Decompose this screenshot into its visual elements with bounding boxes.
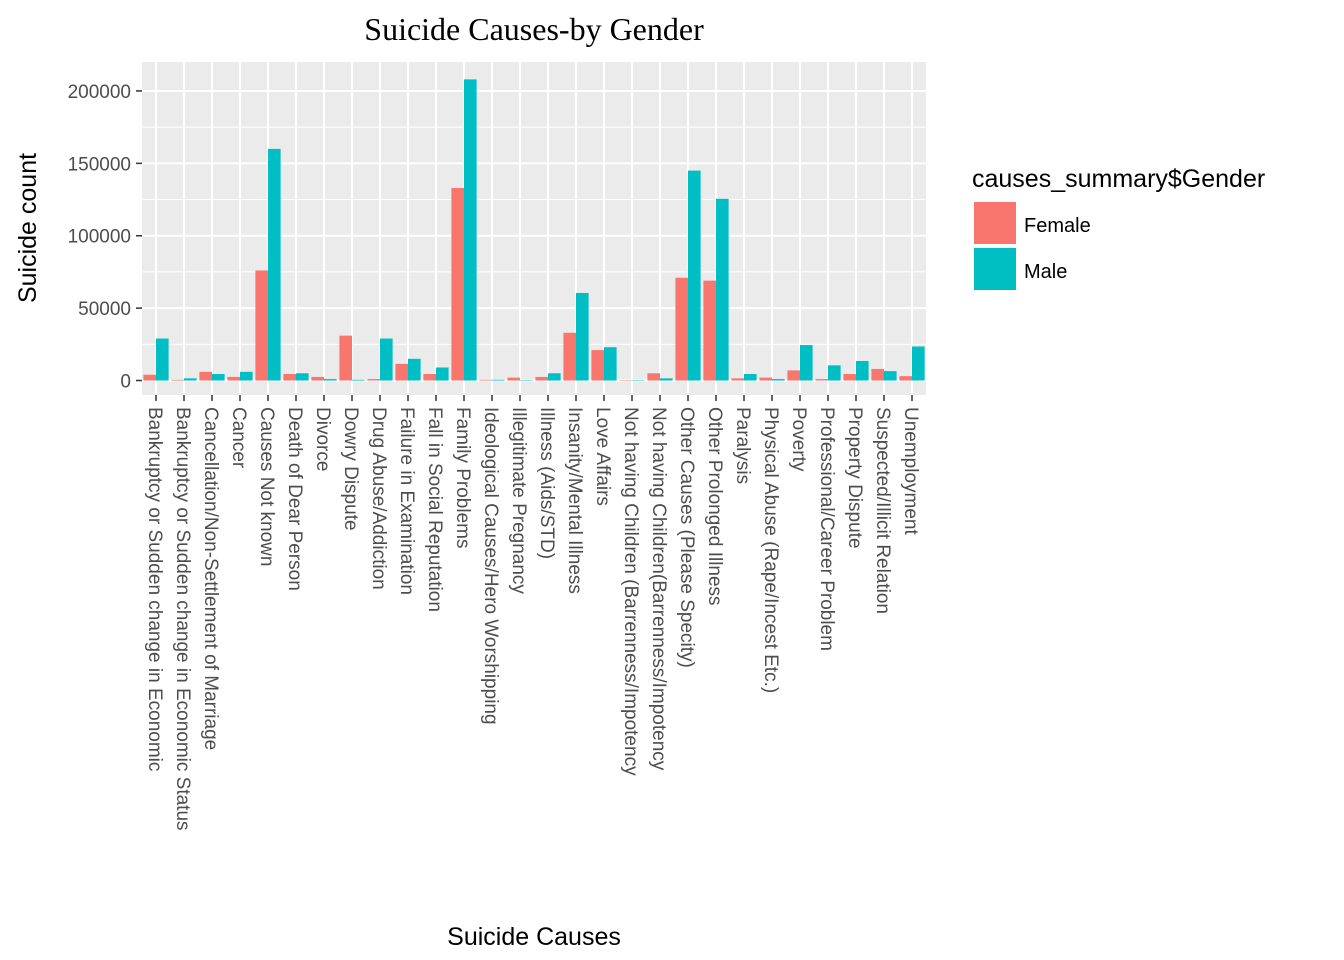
bar-male-2 bbox=[212, 374, 225, 381]
bar-male-3 bbox=[240, 371, 253, 381]
bar-female-4 bbox=[255, 270, 268, 381]
bar-female-21 bbox=[731, 378, 744, 381]
bar-female-18 bbox=[647, 373, 660, 381]
x-tick-label: Death of Dear Person bbox=[284, 407, 305, 591]
x-tick-label: Failure in Examination bbox=[396, 407, 417, 595]
legend-title: causes_summary$Gender bbox=[972, 165, 1265, 193]
bar-male-21 bbox=[744, 374, 757, 381]
x-tick-label: Cancellation/Non-Settlement of Marriage bbox=[200, 407, 221, 750]
x-tick-label: Poverty bbox=[788, 407, 809, 472]
x-tick-label: Paralysis bbox=[732, 407, 753, 484]
bar-female-22 bbox=[759, 377, 772, 381]
x-tick-label: Bankruptcy or Sudden change in Economic bbox=[144, 407, 165, 771]
x-tick-label: Love Affairs bbox=[592, 407, 613, 506]
legend: causes_summary$Gender Female Male bbox=[972, 165, 1265, 290]
bar-female-11 bbox=[451, 187, 464, 381]
bar-female-26 bbox=[871, 368, 884, 381]
bar-female-0 bbox=[143, 374, 156, 381]
x-tick-label: Divorce bbox=[312, 407, 333, 471]
bar-female-13 bbox=[507, 377, 520, 381]
x-tick-label: Not having Children (Barrenness/Impotenc… bbox=[620, 407, 641, 776]
bar-male-18 bbox=[660, 378, 673, 381]
x-tick-label: Fall in Social Reputation bbox=[424, 407, 445, 612]
bar-male-20 bbox=[716, 198, 729, 381]
y-axis-title: Suicide count bbox=[14, 153, 42, 303]
bar-male-12 bbox=[492, 379, 505, 381]
bar-male-0 bbox=[156, 338, 169, 381]
y-tick-label: 50000 bbox=[78, 299, 131, 320]
x-tick-label: Property Dispute bbox=[844, 407, 865, 549]
bar-male-16 bbox=[604, 347, 617, 381]
bar-female-14 bbox=[535, 376, 548, 381]
x-tick-label: Cancer bbox=[228, 407, 249, 469]
bar-male-10 bbox=[436, 367, 449, 381]
bar-male-15 bbox=[576, 292, 589, 381]
bar-female-5 bbox=[283, 374, 296, 381]
x-tick-label: Dowry Dispute bbox=[340, 407, 361, 531]
bar-male-19 bbox=[688, 170, 701, 381]
legend-label-female: Female bbox=[1024, 215, 1091, 237]
bar-male-11 bbox=[464, 79, 477, 381]
legend-key-female bbox=[974, 202, 1016, 244]
x-tick-label: Not having Children(Barrenness/Impotency bbox=[648, 407, 669, 771]
x-tick-label: Drug Abuse/Addiction bbox=[368, 407, 389, 590]
bar-male-24 bbox=[828, 365, 841, 381]
y-tick-label: 150000 bbox=[68, 154, 131, 175]
bar-female-9 bbox=[395, 363, 408, 381]
x-axis-title: Suicide Causes bbox=[447, 923, 621, 951]
bar-female-3 bbox=[227, 376, 240, 381]
bar-male-22 bbox=[772, 379, 785, 381]
bars bbox=[143, 79, 925, 381]
bar-female-10 bbox=[423, 374, 436, 381]
bar-female-19 bbox=[675, 277, 688, 381]
x-tick-label: Ideological Causes/Hero Worshipping bbox=[480, 407, 501, 725]
bar-male-25 bbox=[856, 360, 869, 381]
y-tick-label: 100000 bbox=[68, 227, 131, 248]
bar-male-4 bbox=[268, 148, 281, 381]
legend-label-male: Male bbox=[1024, 261, 1067, 283]
x-tick-label: Unemployment bbox=[900, 407, 921, 535]
bar-female-25 bbox=[843, 374, 856, 381]
bar-male-8 bbox=[380, 338, 393, 381]
x-tick-label: Causes Not known bbox=[256, 407, 277, 566]
bar-female-24 bbox=[815, 379, 828, 381]
x-tick-label: Professional/Career Problem bbox=[816, 407, 837, 651]
bar-female-15 bbox=[563, 332, 576, 381]
y-tick-label: 0 bbox=[120, 372, 131, 393]
bar-male-27 bbox=[912, 346, 925, 381]
bar-female-8 bbox=[367, 379, 380, 381]
bar-female-23 bbox=[787, 370, 800, 381]
bar-female-12 bbox=[479, 379, 492, 381]
bar-female-27 bbox=[899, 376, 912, 381]
chart-title: Suicide Causes-by Gender bbox=[364, 11, 704, 47]
y-axis: 0 50000 100000 150000 200000 bbox=[68, 82, 142, 393]
bar-male-1 bbox=[184, 378, 197, 381]
x-tick-label: Insanity/Mental Illness bbox=[564, 407, 585, 594]
bar-male-6 bbox=[324, 379, 337, 381]
x-tick-label: Physical Abuse (Rape/Incest Etc.) bbox=[760, 407, 781, 693]
bar-male-23 bbox=[800, 345, 813, 381]
x-tick-label: Family Problems bbox=[452, 407, 473, 548]
bar-female-7 bbox=[339, 335, 352, 381]
legend-key-male bbox=[974, 248, 1016, 290]
x-tick-label: Other Prolonged Illness bbox=[704, 407, 725, 606]
x-axis: Bankruptcy or Sudden change in Economic B… bbox=[144, 395, 921, 831]
x-tick-label: Suspected/Illicit Relation bbox=[872, 407, 893, 614]
x-tick-label: Illegitimate Pregnancy bbox=[508, 407, 529, 594]
bar-male-7 bbox=[352, 379, 365, 381]
bar-male-9 bbox=[408, 358, 421, 381]
bar-female-6 bbox=[311, 376, 324, 381]
bar-male-5 bbox=[296, 373, 309, 381]
bar-male-14 bbox=[548, 373, 561, 381]
bar-female-2 bbox=[199, 371, 212, 381]
x-tick-label: Other Causes (Please Specity) bbox=[676, 407, 697, 668]
bar-female-16 bbox=[591, 350, 604, 381]
bar-female-1 bbox=[171, 379, 184, 381]
bar-female-20 bbox=[703, 280, 716, 381]
bar-male-26 bbox=[884, 371, 897, 381]
x-tick-label: Illness (Aids/STD) bbox=[536, 407, 557, 559]
x-tick-label: Bankruptcy or Sudden change in Economic … bbox=[172, 407, 193, 831]
y-tick-label: 200000 bbox=[68, 82, 131, 103]
